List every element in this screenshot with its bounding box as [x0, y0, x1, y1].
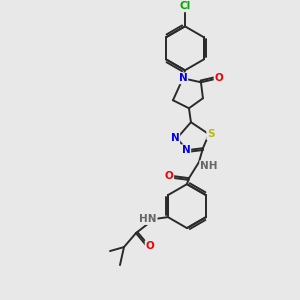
Text: Cl: Cl: [179, 2, 191, 11]
Text: O: O: [214, 73, 223, 83]
Text: NH: NH: [200, 161, 218, 171]
Text: O: O: [146, 241, 154, 251]
Text: N: N: [178, 73, 187, 83]
Text: HN: HN: [139, 214, 157, 224]
Text: N: N: [182, 145, 190, 155]
Text: S: S: [207, 129, 215, 139]
Text: N: N: [171, 133, 179, 143]
Text: O: O: [165, 171, 173, 181]
